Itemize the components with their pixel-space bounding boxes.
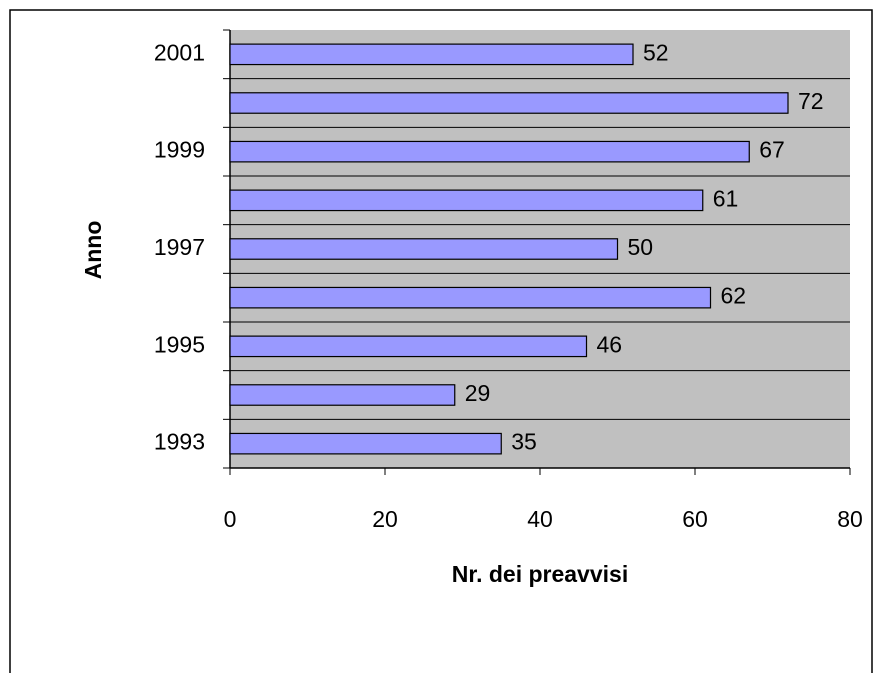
bar xyxy=(229,286,712,309)
data-label: 46 xyxy=(597,331,623,357)
data-label: 35 xyxy=(511,429,537,455)
bar xyxy=(229,432,502,455)
x-axis-title: Nr. dei preavvisi xyxy=(452,561,628,587)
chart-frame xyxy=(9,9,873,673)
bar xyxy=(229,43,634,66)
y-tick-label: 1999 xyxy=(154,137,205,163)
x-tick-label: 80 xyxy=(837,506,863,532)
x-tick-label: 0 xyxy=(224,506,237,532)
data-label: 29 xyxy=(465,380,491,406)
data-label: 61 xyxy=(713,185,739,211)
y-tick-label: 1993 xyxy=(154,429,205,455)
x-tick-label: 20 xyxy=(372,506,398,532)
data-label: 52 xyxy=(643,39,669,65)
y-axis-title: Anno xyxy=(80,221,106,280)
y-tick-label: 2001 xyxy=(154,39,205,65)
y-tick-label: 1995 xyxy=(154,331,205,357)
bar xyxy=(229,384,456,406)
data-label: 72 xyxy=(798,88,824,114)
bar xyxy=(229,92,789,114)
bar xyxy=(229,238,619,260)
data-label: 62 xyxy=(721,283,747,309)
data-label: 67 xyxy=(759,137,785,163)
bar xyxy=(229,140,750,163)
bar xyxy=(229,335,588,358)
bar xyxy=(229,189,704,212)
y-tick-label: 1997 xyxy=(154,234,205,260)
x-tick-label: 40 xyxy=(527,506,553,532)
x-tick-label: 60 xyxy=(682,506,708,532)
data-label: 50 xyxy=(628,234,654,260)
